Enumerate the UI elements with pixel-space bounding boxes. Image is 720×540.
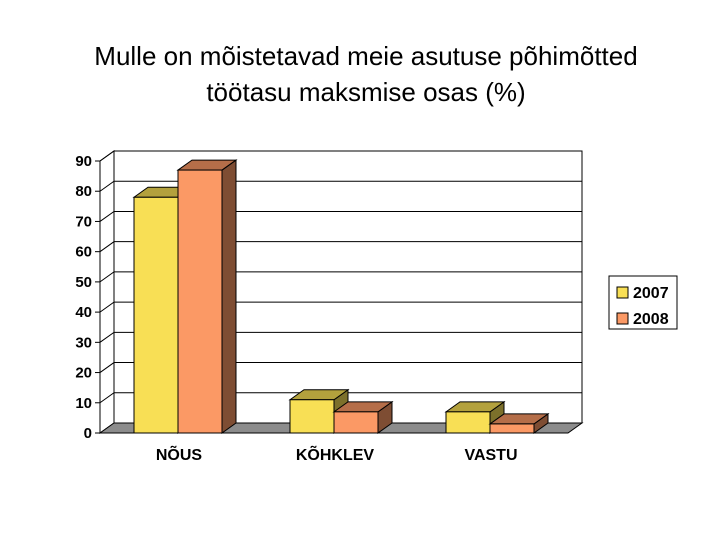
- bar: [488, 412, 550, 434]
- gridline: [99, 180, 582, 192]
- y-tick-label: 90: [75, 153, 92, 170]
- gridline: [99, 241, 582, 253]
- y-tick-label: 40: [75, 304, 92, 321]
- legend-swatch: [616, 286, 629, 299]
- gridlines: [99, 150, 582, 404]
- x-tick-label: NÕUS: [156, 444, 203, 464]
- bar-front: [489, 423, 535, 434]
- legend-swatch: [616, 312, 629, 325]
- legend-box: [608, 275, 678, 330]
- gridline: [99, 362, 582, 373]
- legend-label: 2008: [633, 311, 669, 328]
- bar-side: [221, 159, 237, 434]
- bar-front: [177, 169, 223, 434]
- side-wall: [99, 150, 115, 434]
- chart-title-line-2: töötasu maksmise osas (%): [206, 77, 526, 107]
- gridline: [99, 331, 582, 343]
- x-tick-label: KÕHKLEV: [296, 444, 375, 464]
- y-tick-label: 50: [75, 274, 92, 291]
- y-tick-label: 60: [75, 244, 92, 261]
- gridline: [99, 392, 582, 404]
- y-tick-label: 20: [75, 365, 92, 382]
- y-tick-label: 70: [75, 213, 92, 230]
- y-tick-label: 10: [75, 395, 92, 412]
- bar-front: [333, 411, 379, 434]
- chart-title-line-1: Mulle on mõistetavad meie asutuse põhimõ…: [94, 41, 638, 71]
- legend: 2007 2008: [608, 275, 678, 330]
- gridline: [99, 301, 582, 313]
- bar-front: [133, 196, 179, 434]
- bar-front: [289, 399, 335, 434]
- gridline: [99, 210, 582, 222]
- bar: [176, 159, 238, 434]
- bars: [132, 159, 550, 434]
- chart-title: Mulle on mõistetavad meie asutuse põhimõ…: [0, 38, 720, 110]
- gridline: [99, 271, 582, 283]
- y-axis: 0 10 20 30 40 50 60 70 80 90: [75, 153, 101, 442]
- y-tick-label: 80: [75, 183, 92, 200]
- bar-front: [445, 411, 491, 434]
- x-tick-label: VASTU: [464, 447, 517, 464]
- y-tick-label: 30: [75, 334, 92, 351]
- bar: [332, 400, 394, 434]
- x-axis: NÕUS KÕHKLEV VASTU: [156, 444, 518, 464]
- gridline: [99, 150, 582, 162]
- legend-label: 2007: [633, 285, 669, 302]
- y-tick-label: 0: [84, 425, 92, 442]
